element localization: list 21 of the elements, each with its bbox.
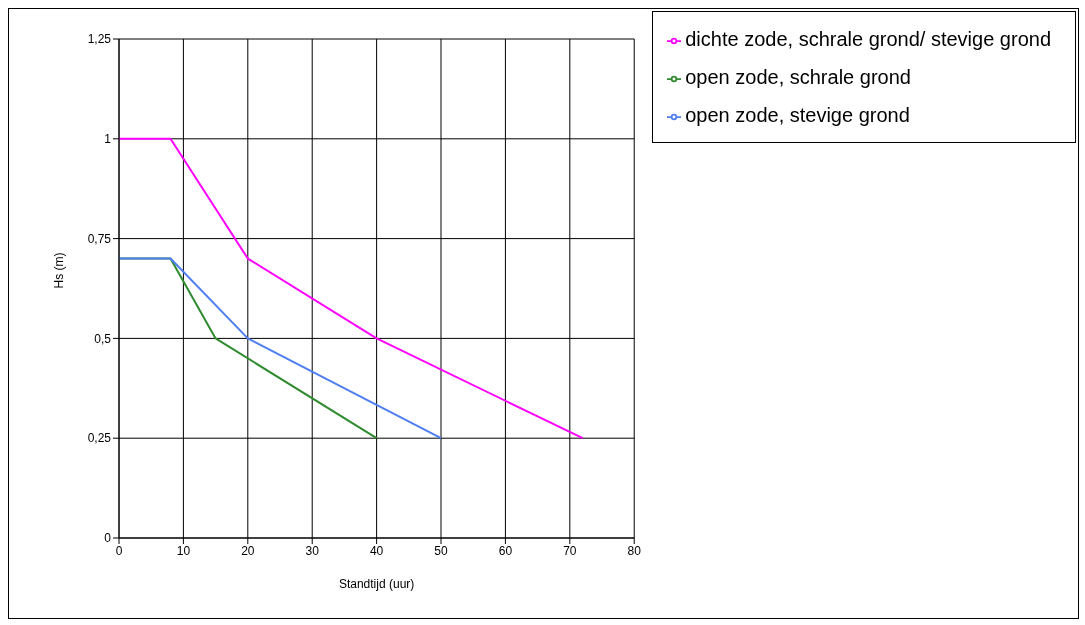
y-tick-label: 0,75	[87, 231, 112, 246]
y-tick-label: 1,25	[87, 32, 112, 47]
legend-label: open zode, schrale grond	[685, 66, 911, 88]
x-tick-label: 70	[563, 543, 577, 558]
x-tick-label: 60	[498, 543, 513, 558]
line-series	[119, 137, 584, 440]
x-tick-label: 20	[241, 543, 255, 558]
x-tick-label: 30	[305, 543, 320, 558]
x-tick-label: 10	[176, 543, 191, 558]
legend-label: dichte zode, schrale grond/ stevige grond	[685, 28, 1051, 50]
y-tick-label: 0	[104, 531, 112, 546]
y-tick-label: 1	[104, 132, 112, 147]
y-tick-label: 0,25	[87, 431, 112, 446]
y-tick-label: 0,5	[94, 331, 112, 346]
y-axis-title: Hs (m)	[52, 252, 67, 289]
x-axis-title: Standtijd (uur)	[338, 577, 415, 591]
x-tick-label: 80	[627, 543, 642, 558]
x-tick-label: 0	[115, 543, 123, 558]
legend-label: open zode, stevige grond	[685, 104, 910, 126]
x-tick-label: 50	[434, 543, 449, 558]
x-tick-label: 40	[369, 543, 384, 558]
